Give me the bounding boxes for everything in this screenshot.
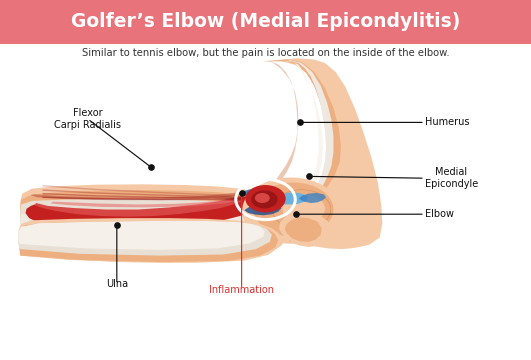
Polygon shape	[284, 60, 333, 204]
Polygon shape	[20, 190, 279, 243]
Text: Similar to tennis elbow, but the pain is located on the inside of the elbow.: Similar to tennis elbow, but the pain is…	[82, 48, 449, 58]
Polygon shape	[285, 217, 322, 242]
Text: Golfer’s Elbow (Medial Epicondylitis): Golfer’s Elbow (Medial Epicondylitis)	[71, 13, 460, 31]
Polygon shape	[280, 192, 308, 204]
Polygon shape	[279, 212, 331, 247]
Circle shape	[282, 194, 325, 223]
Circle shape	[254, 183, 333, 237]
Polygon shape	[20, 184, 289, 263]
Polygon shape	[42, 197, 244, 201]
Polygon shape	[19, 218, 281, 263]
Polygon shape	[50, 198, 239, 207]
Polygon shape	[42, 185, 244, 199]
Circle shape	[255, 193, 270, 203]
Polygon shape	[42, 193, 244, 200]
Polygon shape	[261, 61, 298, 202]
Text: Humerus: Humerus	[425, 117, 469, 127]
Polygon shape	[20, 219, 276, 259]
Text: Ulna: Ulna	[106, 279, 128, 289]
Polygon shape	[25, 194, 262, 230]
Polygon shape	[19, 221, 278, 262]
Polygon shape	[31, 190, 252, 200]
Circle shape	[245, 185, 286, 212]
Circle shape	[251, 190, 278, 208]
Polygon shape	[241, 189, 284, 204]
Polygon shape	[20, 210, 266, 235]
Text: Elbow: Elbow	[425, 209, 454, 219]
Text: Flexor
Carpi Radialis: Flexor Carpi Radialis	[54, 108, 121, 130]
Polygon shape	[263, 58, 382, 249]
Polygon shape	[284, 207, 326, 245]
Polygon shape	[20, 199, 273, 247]
Circle shape	[272, 190, 331, 229]
Polygon shape	[35, 197, 244, 217]
Polygon shape	[18, 221, 272, 256]
Text: Medial
Epicondyle: Medial Epicondyle	[425, 167, 478, 189]
Polygon shape	[244, 203, 281, 215]
Text: Inflammation: Inflammation	[209, 285, 274, 295]
Polygon shape	[287, 60, 323, 197]
Polygon shape	[19, 221, 264, 250]
Polygon shape	[299, 193, 326, 203]
Polygon shape	[42, 189, 244, 199]
Circle shape	[242, 177, 340, 244]
Polygon shape	[268, 59, 341, 211]
FancyBboxPatch shape	[0, 0, 531, 44]
